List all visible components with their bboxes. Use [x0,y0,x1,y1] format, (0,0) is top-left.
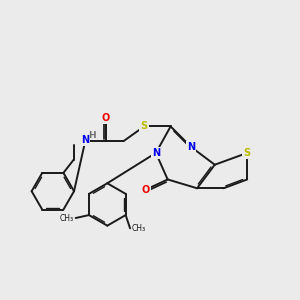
Text: O: O [102,112,110,123]
Text: CH₃: CH₃ [132,224,146,233]
Text: N: N [81,135,89,145]
Text: O: O [142,185,150,195]
Text: S: S [244,148,251,158]
Text: CH₃: CH₃ [60,214,74,223]
Text: N: N [152,148,160,158]
Text: S: S [140,122,148,131]
Text: N: N [187,142,195,152]
Text: H: H [88,131,95,140]
